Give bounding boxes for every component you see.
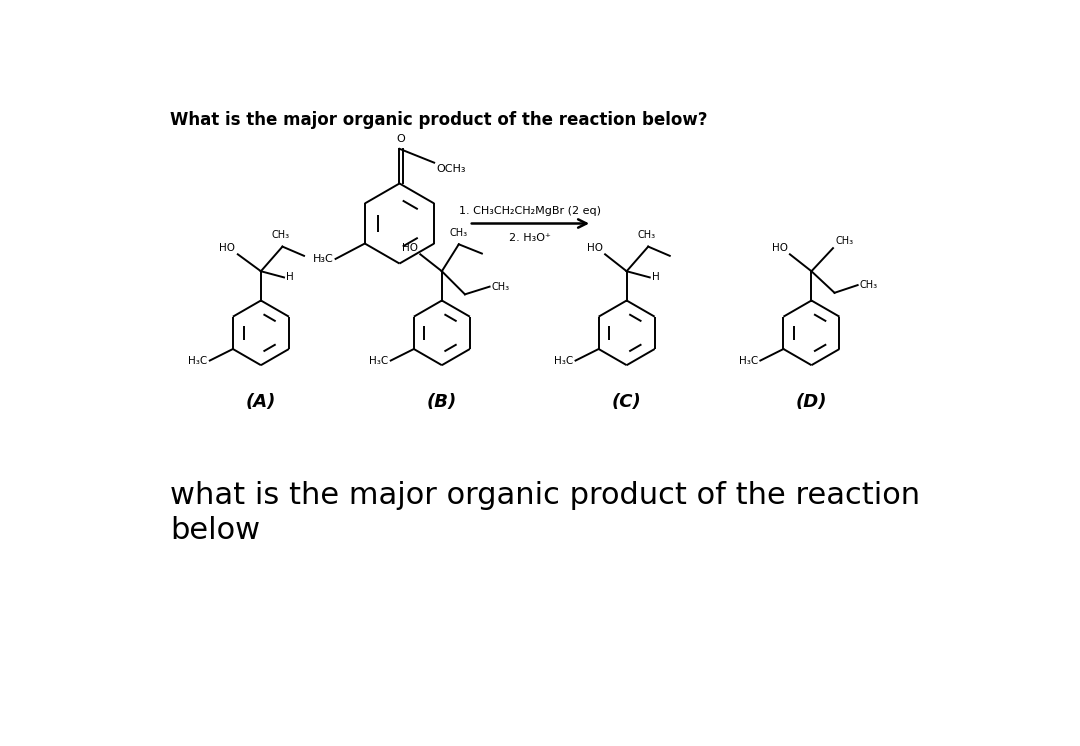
Text: HO: HO xyxy=(771,242,787,253)
Text: 1. CH₃CH₂CH₂MgBr (2 eq): 1. CH₃CH₂CH₂MgBr (2 eq) xyxy=(459,206,602,216)
Text: HO: HO xyxy=(219,242,235,253)
Text: CH₃: CH₃ xyxy=(272,231,291,240)
Text: below: below xyxy=(170,515,260,545)
Text: H₃C: H₃C xyxy=(739,356,758,366)
Text: H₃C: H₃C xyxy=(554,356,573,366)
Text: CH₃: CH₃ xyxy=(491,282,510,292)
Text: HO: HO xyxy=(586,242,603,253)
Text: H₃C: H₃C xyxy=(188,356,207,366)
Text: What is the major organic product of the reaction below?: What is the major organic product of the… xyxy=(170,111,707,129)
Text: CH₃: CH₃ xyxy=(860,280,878,290)
Text: H₃C: H₃C xyxy=(312,254,334,264)
Text: (D): (D) xyxy=(796,393,827,411)
Text: what is the major organic product of the reaction: what is the major organic product of the… xyxy=(170,481,920,510)
Text: CH₃: CH₃ xyxy=(637,231,656,240)
Text: CH₃: CH₃ xyxy=(449,228,468,238)
Text: HO: HO xyxy=(402,242,418,253)
Text: (C): (C) xyxy=(611,393,642,411)
Text: O: O xyxy=(396,134,405,144)
Text: H: H xyxy=(286,272,294,283)
Text: H: H xyxy=(652,272,660,283)
Text: (B): (B) xyxy=(427,393,457,411)
Text: OCH₃: OCH₃ xyxy=(436,164,465,175)
Text: (A): (A) xyxy=(246,393,276,411)
Text: 2. H₃O⁺: 2. H₃O⁺ xyxy=(510,233,551,242)
Text: CH₃: CH₃ xyxy=(835,236,853,246)
Text: H₃C: H₃C xyxy=(369,356,389,366)
